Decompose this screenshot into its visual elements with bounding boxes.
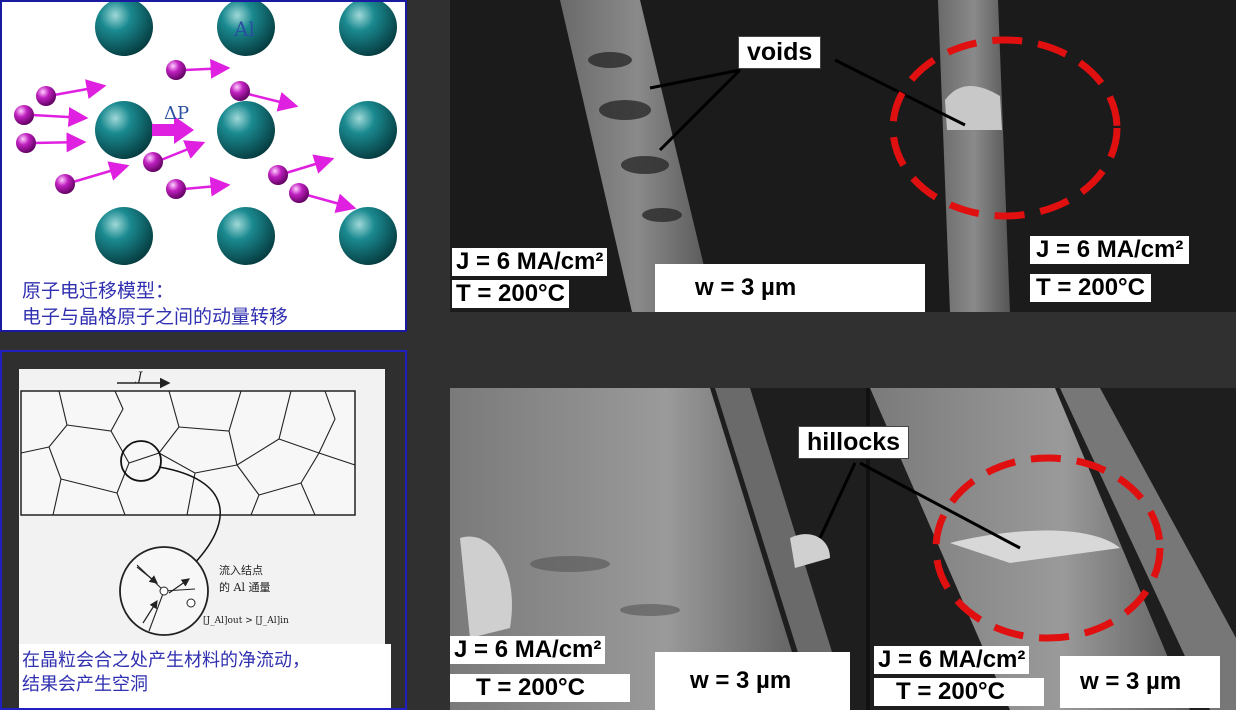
voids-annotation: voids [738,36,822,69]
grain-boundaries [20,390,356,516]
grain-model-panel: J [0,350,407,710]
hillocks-right-current: J = 6 MA/cm² [874,646,1030,674]
momentum-arrow [152,116,194,144]
grain-caption-2: 结果会产生空洞 [22,674,148,695]
hillocks-annotation: hillocks [798,426,910,459]
current-label: J [134,370,143,385]
atom-model-panel: Al ΔP [0,0,407,332]
voids-right-temp: T = 200°C [1030,274,1151,302]
atom-label: Al [233,17,255,41]
atom-model-caption-1: 原子电迁移模型： [22,280,175,302]
lattice-atoms [95,2,397,265]
electron-particles [14,60,309,203]
voids-highlight-circle [889,36,1121,220]
hillocks-micrograph: hillocks J = 6 MA/cm² T = 200°C w = 3 µm… [450,388,1236,710]
zoom-label-1: 流入结点 [219,563,263,577]
hillocks-left-temp: T = 200°C [450,674,630,702]
voids-micrograph: voids J = 6 MA/cm² T = 200°C w = 3 µm J … [450,0,1236,312]
grain-figure: J [19,369,385,644]
atom-model-caption-2: 电子与晶格原子之间的动量转移 [22,306,289,328]
voids-width: w = 3 µm [655,264,925,312]
flux-formula: [J_Al]out > [J_Al]in [203,616,289,626]
grain-caption-1: 在晶粒会合之处产生材料的净流动， [22,650,310,671]
momentum-label: ΔP [164,103,189,124]
electrons [31,58,357,213]
voids-right-current: J = 6 MA/cm² [1030,236,1190,264]
atom-model-diagram: Al ΔP [14,2,397,265]
hillocks-right-temp: T = 200°C [874,678,1044,706]
voids-left-current: J = 6 MA/cm² [452,248,608,276]
hillocks-left-width: w = 3 µm [655,652,850,710]
hillocks-left-current: J = 6 MA/cm² [450,636,606,664]
zoom-label-2: 的 Al 通量 [219,580,270,594]
grain-diagram: J [20,370,356,636]
voids-left-temp: T = 200°C [452,280,569,308]
hillocks-highlight-circle [932,454,1164,642]
hillocks-right-width: w = 3 µm [1060,656,1220,708]
grain-caption-box [19,644,391,708]
